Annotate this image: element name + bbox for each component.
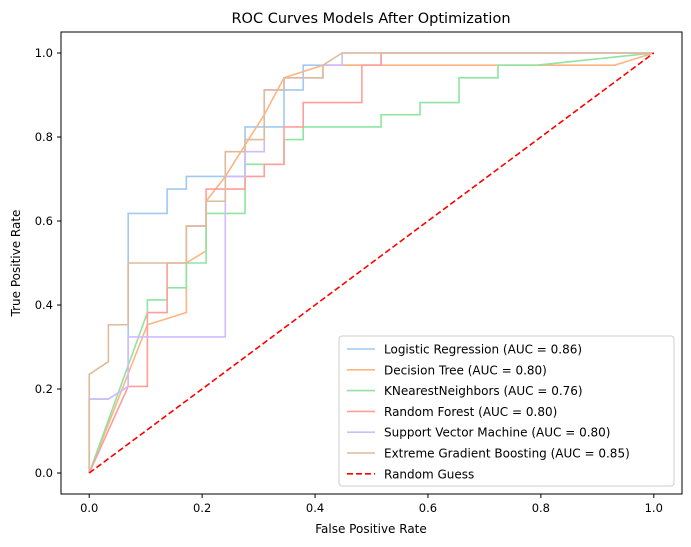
series-line-support-vector-machine [88, 52, 654, 473]
y-tick-label: 0.8 [35, 130, 53, 144]
x-tick-label: 0.4 [306, 501, 324, 515]
legend-label: Random Guess [384, 467, 474, 481]
legend-label: KNearestNeighbors (AUC = 0.76) [384, 384, 583, 398]
y-tick-label: 0.0 [35, 466, 53, 480]
series-line-random-guess [88, 52, 655, 474]
y-tick-label: 0.6 [35, 214, 53, 228]
x-tick-label: 0.6 [419, 501, 437, 515]
x-axis-ticks: 0.0 0.2 0.4 0.6 0.8 1.0 [80, 494, 663, 515]
y-tick-label: 0.2 [35, 382, 53, 396]
y-tick-label: 0.4 [35, 298, 53, 312]
x-tick-label: 1.0 [645, 501, 663, 515]
x-tick-label: 0.0 [80, 501, 98, 515]
series-line-extreme-gradient-boosting [88, 52, 654, 473]
y-axis-label: True Positive Rate [9, 210, 23, 318]
x-axis-label: False Positive Rate [315, 522, 427, 536]
legend-label: Extreme Gradient Boosting (AUC = 0.85) [384, 447, 630, 461]
x-tick-label: 0.8 [532, 501, 550, 515]
legend-box [338, 335, 675, 487]
legend: Logistic Regression (AUC = 0.86) Decision… [338, 335, 675, 487]
y-axis-ticks: 0.0 0.2 0.4 0.6 0.8 1.0 [35, 46, 61, 480]
legend-label: Logistic Regression (AUC = 0.86) [384, 343, 582, 357]
chart-title: ROC Curves Models After Optimization [231, 11, 510, 27]
plot-area-frame [60, 31, 683, 495]
series-layer [88, 52, 655, 474]
legend-label: Support Vector Machine (AUC = 0.80) [384, 426, 611, 440]
legend-label: Random Forest (AUC = 0.80) [384, 405, 557, 419]
x-tick-label: 0.2 [193, 501, 211, 515]
legend-label: Decision Tree (AUC = 0.80) [384, 363, 547, 377]
y-tick-label: 1.0 [35, 46, 53, 60]
